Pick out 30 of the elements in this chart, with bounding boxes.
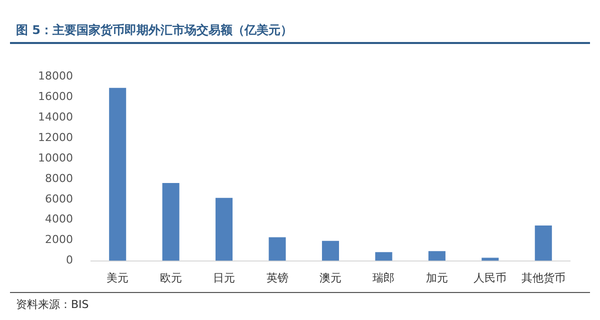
y-tick-label: 2000 bbox=[44, 233, 73, 246]
bar bbox=[534, 225, 552, 261]
y-tick-label: 16000 bbox=[38, 90, 73, 103]
bar bbox=[428, 251, 446, 261]
y-tick-label: 12000 bbox=[38, 130, 73, 144]
x-tick-label: 加元 bbox=[426, 271, 448, 284]
y-tick-label: 18000 bbox=[38, 69, 73, 82]
text: 资料来源：BIS bbox=[16, 297, 89, 312]
x-tick-label: 英镑 bbox=[266, 271, 288, 284]
x-tick-label: 人民币 bbox=[474, 271, 507, 284]
y-tick-label: 0 bbox=[66, 254, 73, 267]
bar bbox=[375, 252, 392, 261]
bar bbox=[216, 198, 233, 261]
x-tick-label: 日元 bbox=[213, 271, 236, 284]
x-tick-label: 欧元 bbox=[160, 271, 182, 284]
y-tick-label: 8000 bbox=[44, 172, 73, 185]
bar bbox=[322, 240, 340, 261]
bar bbox=[268, 237, 286, 261]
bar bbox=[482, 258, 499, 261]
y-tick-label: 10000 bbox=[38, 151, 73, 164]
bar bbox=[162, 183, 180, 261]
y-tick-label: 4000 bbox=[44, 212, 73, 226]
x-tick-label: 其他货币 bbox=[521, 271, 566, 284]
y-tick-label: 6000 bbox=[44, 192, 73, 206]
bar bbox=[109, 88, 126, 261]
x-tick-label: 澳元 bbox=[319, 271, 342, 284]
y-tick-label: 14000 bbox=[38, 110, 73, 124]
x-tick-label: 瑞郎 bbox=[372, 271, 395, 284]
x-tick-label: 美元 bbox=[106, 271, 129, 284]
chart-title: 图 5：主要国家货币即期外汇市场交易额（亿美元） bbox=[16, 22, 293, 39]
